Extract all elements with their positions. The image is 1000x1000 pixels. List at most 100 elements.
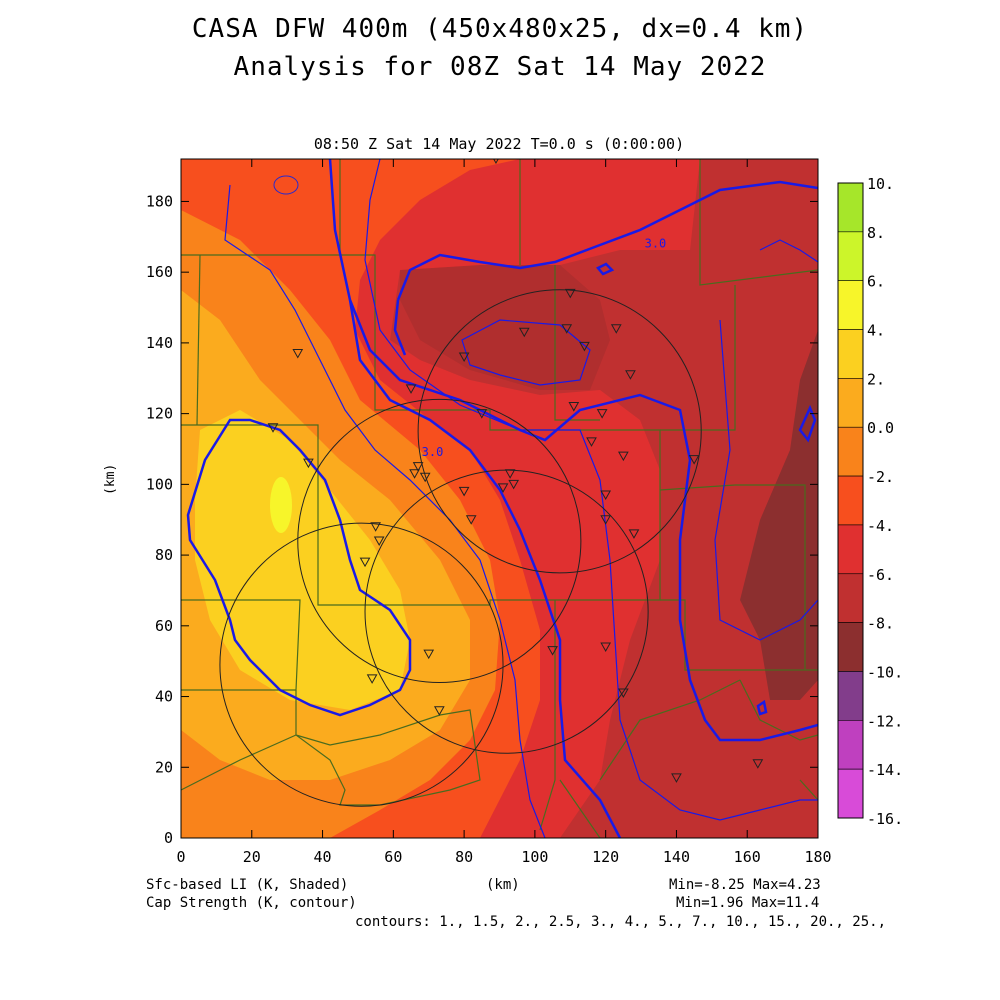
station-marker [458, 352, 470, 363]
station-marker [568, 402, 580, 412]
radar-ring-2 [297, 398, 582, 683]
colorbar-swatch [837, 475, 864, 526]
li-band-4-2 [195, 410, 410, 710]
colorbar-tick-label: 2. [867, 370, 885, 388]
footer-contour-label: Cap Strength (K, contour) [146, 895, 357, 911]
colorbar-tick-label: -6. [867, 566, 894, 584]
shaded-field: 3.0 3.0 [181, 159, 818, 838]
y-tick-label: 80 [155, 546, 173, 564]
colorbar-tick-label: 8. [867, 224, 885, 242]
x-tick-label: 20 [243, 848, 261, 866]
contour-label: 3.0 [422, 445, 444, 459]
station-marker [465, 515, 477, 525]
x-tick-label: 40 [314, 848, 332, 866]
colorbar-tick-label: 6. [867, 273, 885, 291]
footer-contour-levels: contours: 1., 1.5, 2., 2.5, 3., 4., 5., … [355, 914, 887, 930]
y-tick-label: 20 [155, 758, 173, 776]
station-marker [752, 759, 764, 769]
station-marker [600, 490, 612, 500]
footer-contour-stats: Min=1.96 Max=11.4 [676, 895, 820, 911]
colorbar-frame [837, 182, 864, 819]
colorbar-swatch [837, 671, 864, 721]
y-tick-label: 180 [146, 192, 173, 210]
station-markers [267, 159, 764, 783]
station-marker [579, 341, 590, 352]
colorbar-tick-label: -14. [867, 761, 903, 779]
x-tick-label: 0 [176, 848, 185, 866]
x-tick-label: 120 [592, 848, 619, 866]
y-tick-label: 0 [164, 829, 173, 847]
station-marker [600, 642, 612, 653]
colorbar-swatch [837, 622, 864, 672]
x-tick-label: 180 [804, 848, 831, 866]
station-marker [359, 557, 371, 568]
colorbar-swatch [837, 426, 864, 477]
station-marker [409, 469, 420, 479]
station-marker [600, 515, 612, 525]
main-title: CASA DFW 400m (450x480x25, dx=0.4 km) [191, 14, 809, 44]
y-tick-label: 40 [155, 688, 173, 706]
station-marker [504, 469, 516, 479]
contour-label: 3.0 [645, 236, 667, 250]
x-tick-label: 100 [521, 848, 548, 866]
colorbar-swatch [837, 378, 864, 428]
station-marker [586, 437, 597, 447]
station-marker [564, 288, 576, 299]
station-marker [267, 423, 279, 433]
colorbar-tick-label: -16. [867, 810, 903, 828]
li-spot-nw [273, 175, 299, 195]
x-tick-label: 80 [455, 848, 473, 866]
colorbar-swatch [837, 768, 864, 819]
y-axis-ticks: 0 20 40 60 80 100 120 140 160 180 [146, 192, 818, 847]
x-tick-label: 140 [663, 848, 690, 866]
station-marker [373, 536, 385, 546]
colorbar-swatch [837, 573, 864, 623]
colorbar-tick-label: -8. [867, 615, 894, 633]
station-marker [618, 688, 629, 699]
station-marker [303, 458, 314, 469]
colorbar: 10. 8. 6. 4. 2. 0.0 -2. -4. -6. -8. -10. -12. -14. -1… [837, 175, 903, 828]
station-marker [476, 409, 488, 419]
colorbar-swatch [837, 231, 864, 281]
plot-title: 08:50 Z Sat 14 May 2022 T=0.0 s (0:00:00… [313, 135, 685, 153]
y-tick-label: 160 [146, 263, 173, 281]
station-marker [433, 706, 445, 716]
station-marker [419, 472, 431, 483]
station-marker [688, 455, 700, 465]
y-tick-label: 140 [146, 334, 173, 352]
station-marker [625, 370, 636, 380]
colorbar-swatch [837, 182, 864, 233]
station-marker [508, 479, 520, 490]
colorbar-tick-label: -4. [867, 517, 894, 535]
colorbar-tick-label: -12. [867, 712, 903, 730]
colorbar-tick-label: 0.0 [867, 419, 894, 437]
li-band-m6-m8-patch [400, 265, 610, 390]
y-tick-label: 100 [146, 475, 173, 493]
radar-ring-1 [417, 289, 702, 574]
station-marker [497, 483, 509, 493]
y-tick-label: 60 [155, 617, 173, 635]
station-marker [547, 646, 558, 656]
colorbar-swatch [837, 280, 864, 330]
station-marker [596, 409, 608, 419]
station-marker [518, 327, 530, 338]
contour-labels: 3.0 3.0 [422, 236, 667, 459]
radar-ring-4 [219, 522, 504, 807]
colorbar-swatch [837, 720, 864, 770]
colorbar-swatch [837, 329, 864, 379]
station-marker [366, 674, 378, 684]
station-marker [561, 324, 573, 334]
cap-contours [186, 159, 818, 838]
colorbar-tick-label: -10. [867, 663, 903, 681]
station-marker [292, 349, 304, 359]
footer-shaded-stats: Min=-8.25 Max=4.23 [669, 877, 821, 893]
y-tick-label: 120 [146, 405, 173, 423]
colorbar-tick-label: 4. [867, 322, 885, 340]
station-marker [412, 462, 424, 472]
station-marker [610, 324, 622, 334]
colorbar-tick-label: 10. [867, 175, 894, 193]
colorbar-tick-label: -2. [867, 468, 894, 486]
station-marker [618, 451, 629, 462]
plot-frame [180, 158, 819, 839]
